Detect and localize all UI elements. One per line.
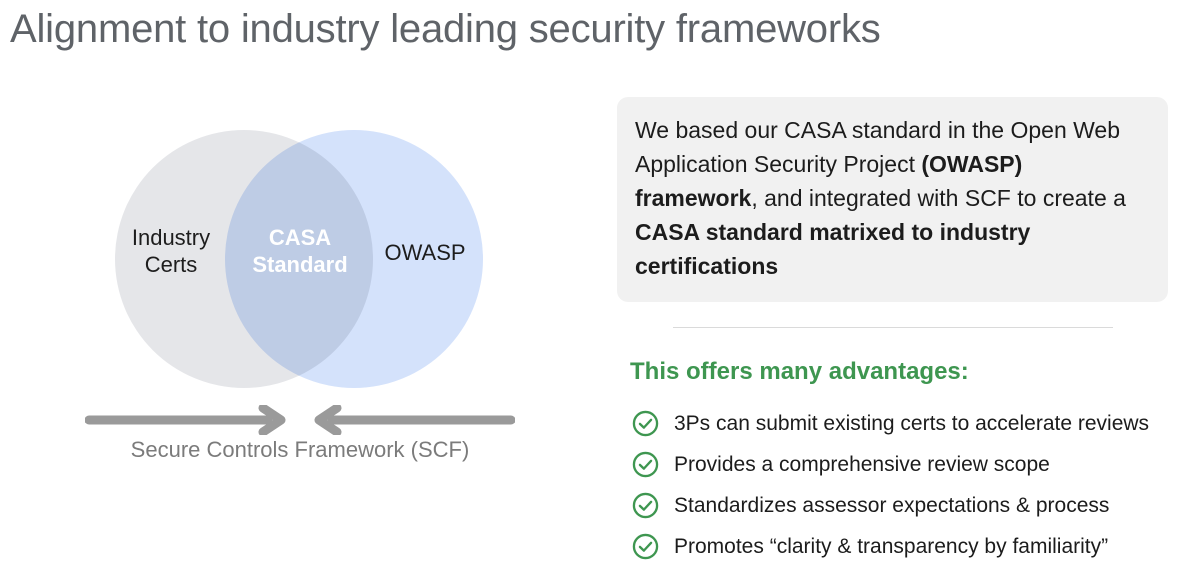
venn-label-casa-line1: CASA: [268, 225, 332, 250]
page-title: Alignment to industry leading security f…: [10, 7, 881, 51]
check-circle-icon: [632, 410, 659, 437]
advantage-item: Promotes “clarity & transparency by fami…: [632, 526, 1172, 567]
advantages-list: 3Ps can submit existing certs to acceler…: [632, 403, 1172, 567]
venn-diagram: Industry Certs CASA Standard OWASP Secur…: [0, 95, 600, 495]
check-circle-icon: [632, 451, 659, 478]
advantage-label: Promotes “clarity & transparency by fami…: [674, 534, 1109, 558]
venn-label-industry-line2: Certs: [144, 251, 198, 277]
advantage-label: 3Ps can submit existing certs to acceler…: [674, 411, 1150, 435]
scf-arrows-group: [85, 405, 515, 435]
advantages-heading: This offers many advantages:: [630, 358, 969, 385]
advantage-item: Standardizes assessor expectations & pro…: [632, 485, 1172, 526]
check-circle-icon: [632, 533, 659, 560]
arrow-right-icon: [85, 405, 286, 435]
info-callout-segment-2: , and integrated with SCF to create a: [751, 185, 1126, 211]
info-callout-segment-0: We based our CASA standard in the Open W…: [635, 117, 1120, 177]
advantage-label: Standardizes assessor expectations & pro…: [674, 493, 1110, 517]
advantage-item: Provides a comprehensive review scope: [632, 444, 1172, 485]
venn-label-owasp: OWASP: [384, 240, 466, 265]
arrow-left-icon: [314, 405, 515, 435]
info-callout-segment-3: CASA standard matrixed to industry certi…: [635, 219, 1031, 279]
check-circle-icon: [632, 492, 659, 519]
info-callout-box: We based our CASA standard in the Open W…: [617, 97, 1168, 302]
section-divider: [673, 327, 1113, 328]
advantage-label: Provides a comprehensive review scope: [674, 452, 1050, 476]
venn-label-casa-standard: CASA Standard: [240, 225, 360, 279]
info-callout-segment-1: (OWASP) framework: [635, 151, 1023, 211]
advantage-item: 3Ps can submit existing certs to acceler…: [632, 403, 1172, 444]
scf-caption: Secure Controls Framework (SCF): [130, 437, 470, 462]
venn-label-industry-certs: Industry Certs: [112, 225, 230, 279]
venn-label-industry-line1: Industry: [131, 225, 211, 250]
venn-label-casa-line2: Standard: [252, 251, 348, 277]
venn-circle-owasp: [225, 130, 483, 388]
info-callout-text: We based our CASA standard in the Open W…: [635, 113, 1146, 283]
